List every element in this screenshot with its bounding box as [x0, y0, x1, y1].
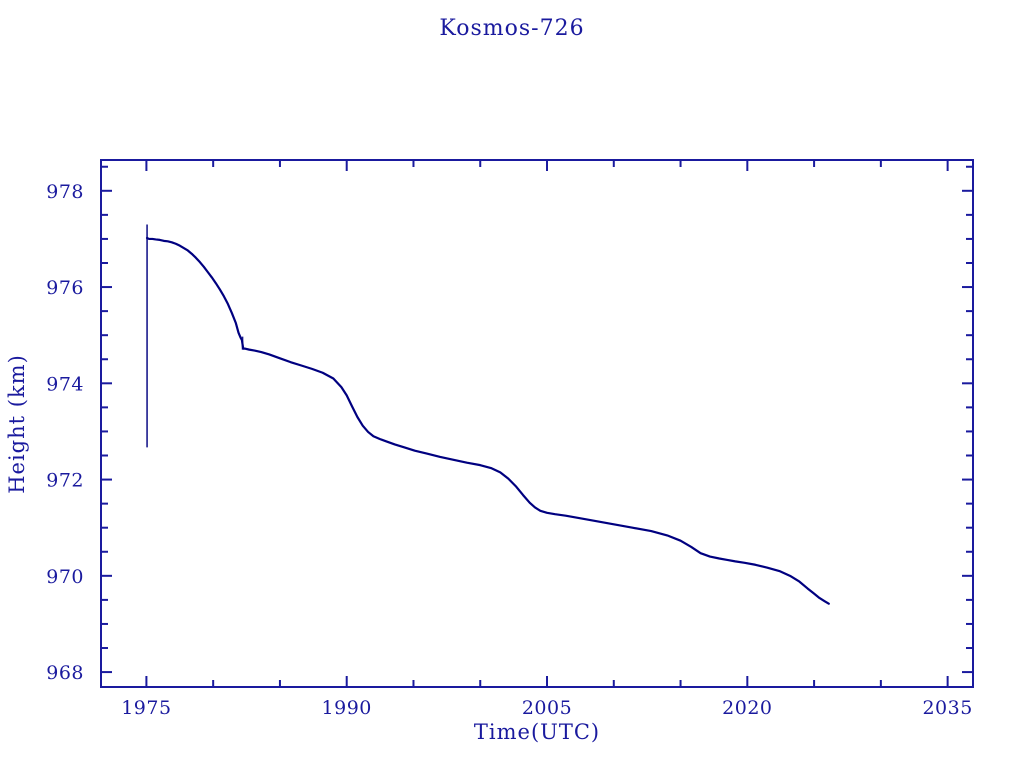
x-axis-minor-ticks [212, 160, 882, 687]
data-curve [145, 236, 830, 605]
data-series-group [145, 236, 830, 605]
y-axis-major-ticks [101, 189, 973, 674]
x-tick-label: 1990 [322, 697, 372, 719]
y-axis-tick-labels: 968 970 972 974 976 978 [46, 181, 84, 684]
x-axis-tick-labels: 1975 1990 2005 2020 2035 [121, 697, 972, 719]
y-tick-label: 978 [46, 181, 84, 203]
y-axis-minor-ticks [101, 165, 973, 650]
x-tick-label: 2035 [922, 697, 972, 719]
x-axis-title: Time(UTC) [474, 720, 600, 744]
y-tick-label: 972 [46, 470, 84, 492]
plot-frame [100, 159, 974, 688]
y-tick-label: 968 [46, 662, 84, 684]
plot-frame-rect [100, 159, 974, 688]
chart-title: Kosmos-726 [439, 16, 585, 41]
y-tick-label: 976 [46, 277, 84, 299]
x-tick-label: 2020 [722, 697, 772, 719]
x-tick-label: 1975 [121, 697, 171, 719]
y-tick-label: 974 [46, 373, 84, 395]
y-axis-title: Height (km) [5, 354, 29, 494]
y-tick-label: 970 [46, 566, 84, 588]
x-tick-label: 2005 [522, 697, 572, 719]
x-axis-major-ticks [145, 160, 949, 687]
